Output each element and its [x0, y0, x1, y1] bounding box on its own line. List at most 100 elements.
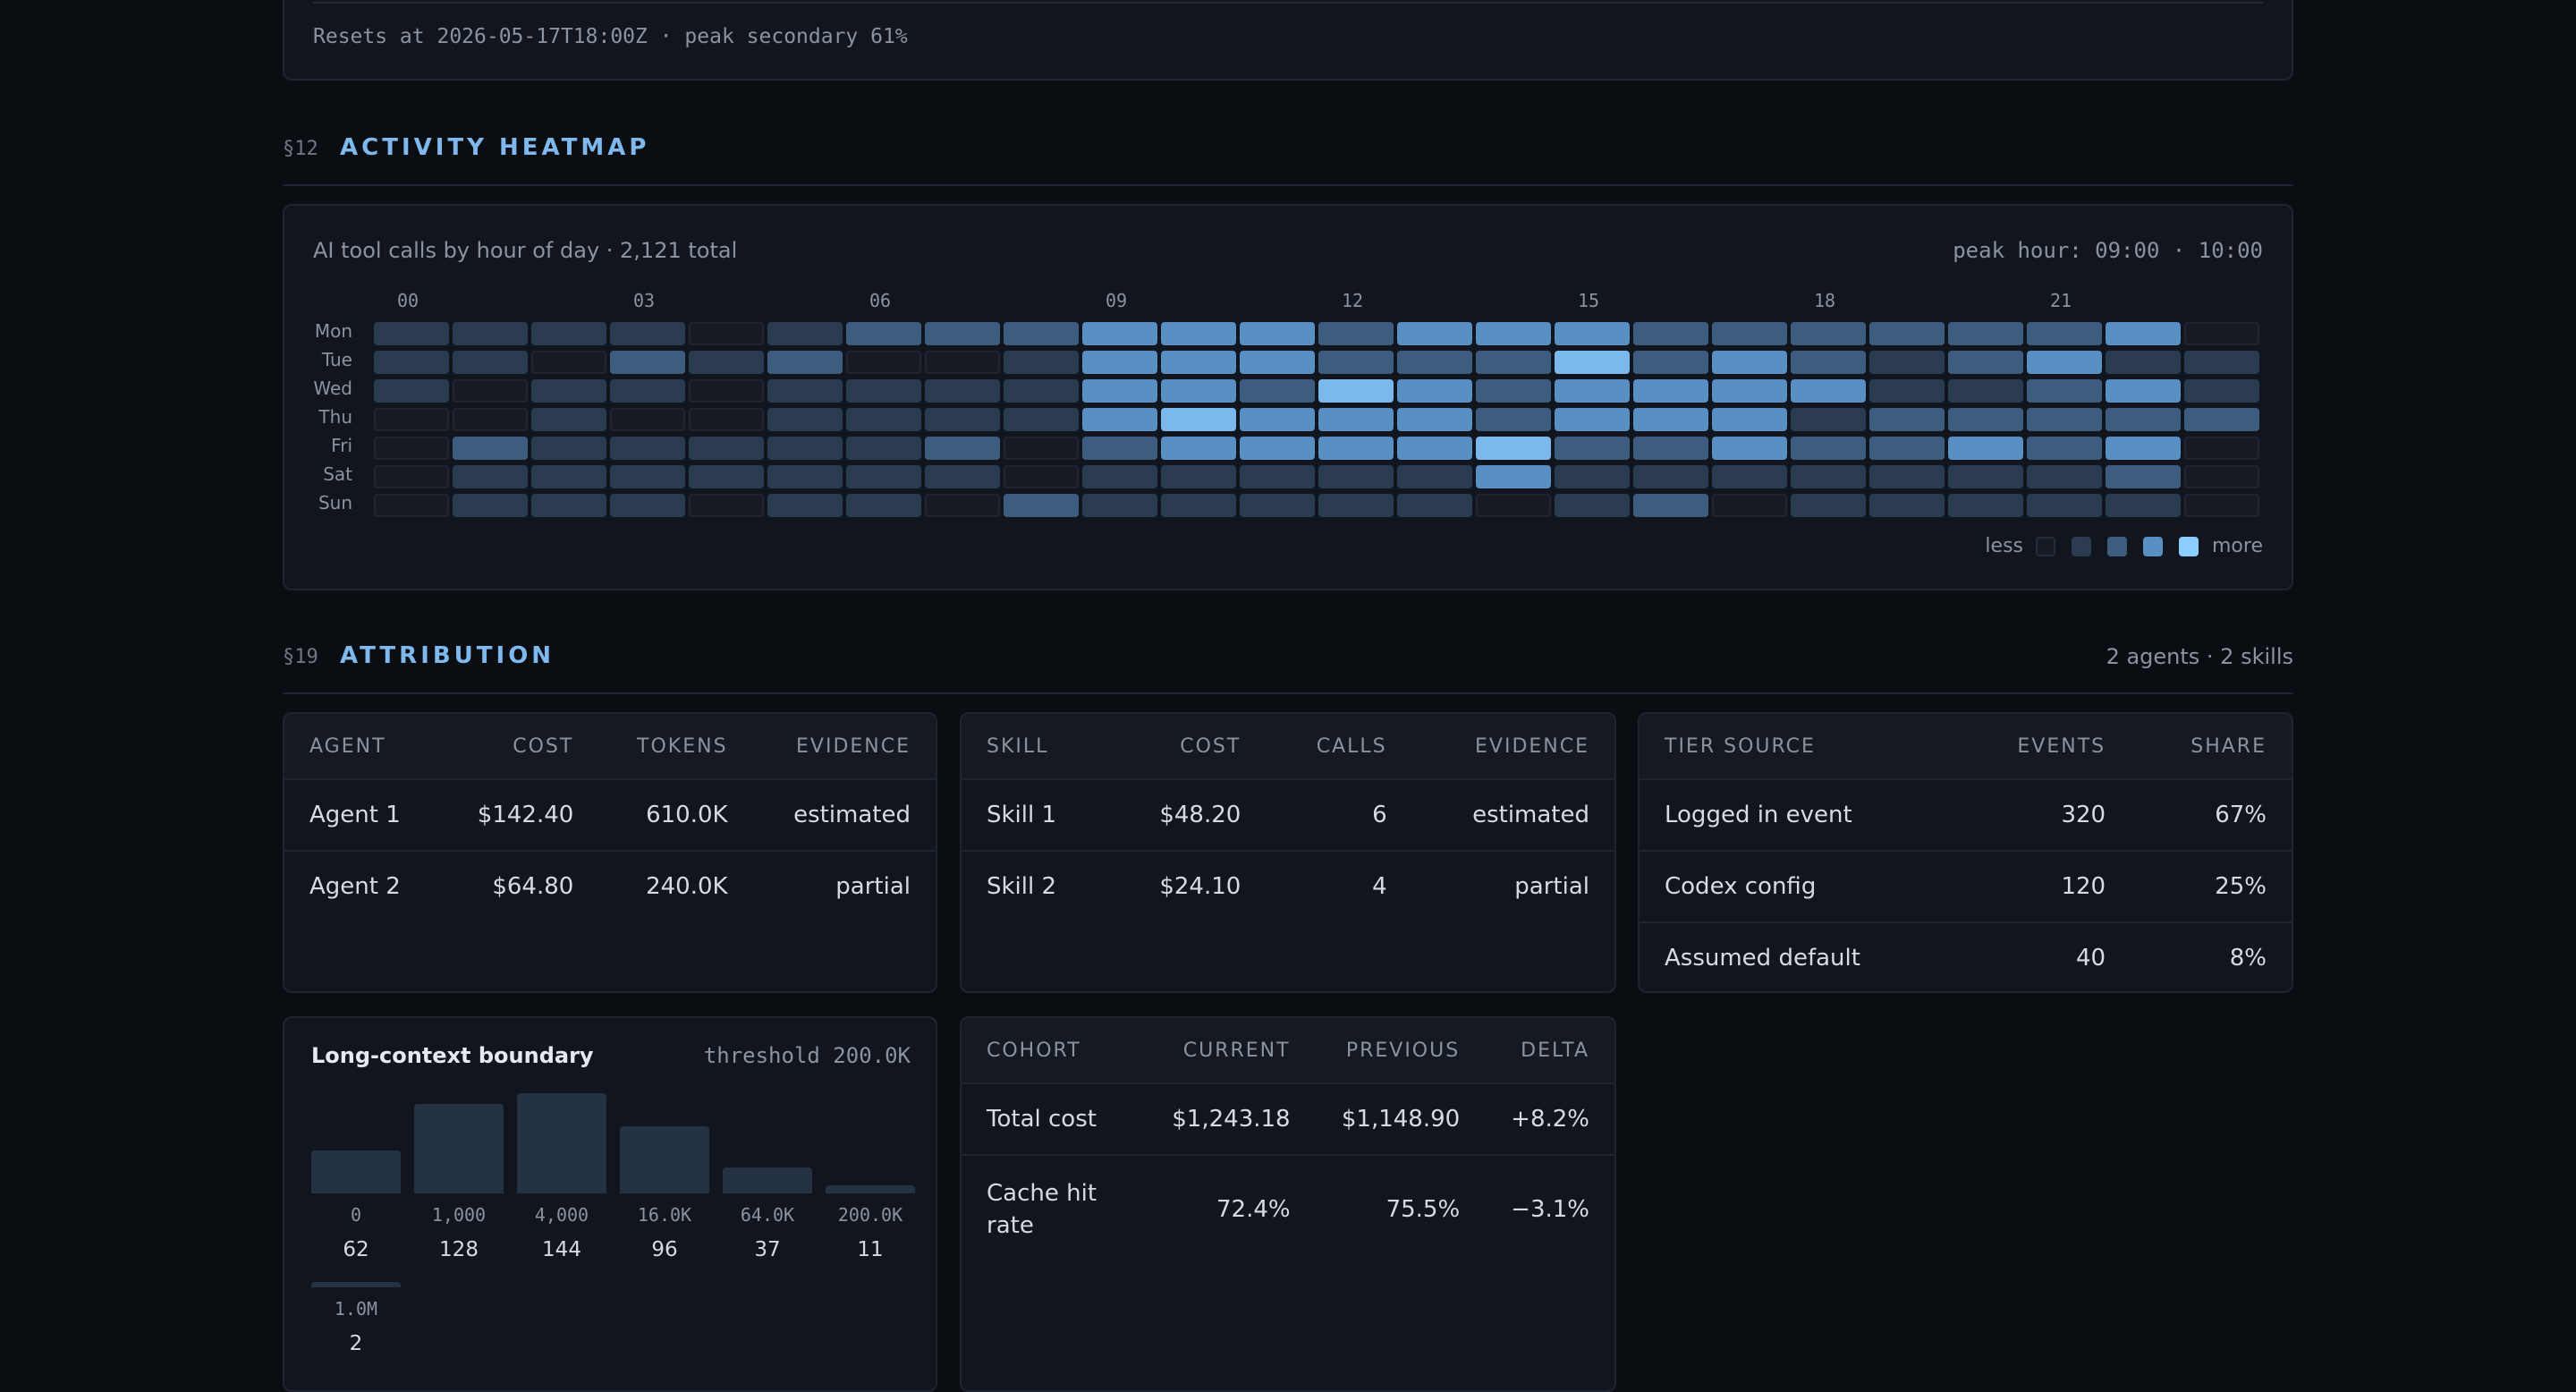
- heatmap-cell[interactable]: [2027, 322, 2102, 345]
- heatmap-cell[interactable]: [453, 494, 528, 517]
- heatmap-cell[interactable]: [1004, 408, 1079, 431]
- heatmap-cell[interactable]: [1791, 437, 1866, 460]
- heatmap-cell[interactable]: [2184, 465, 2259, 488]
- heatmap-cell[interactable]: [1791, 379, 1866, 403]
- heatmap-cell[interactable]: [1476, 408, 1551, 431]
- heatmap-cell[interactable]: [1712, 465, 1787, 488]
- heatmap-cell[interactable]: [1633, 351, 1708, 374]
- table-row[interactable]: Logged in event 320 67%: [1640, 779, 2292, 852]
- heatmap-cell[interactable]: [1397, 408, 1472, 431]
- heatmap-cell[interactable]: [925, 494, 1000, 517]
- histogram-bar[interactable]: [311, 1150, 401, 1193]
- heatmap-cell[interactable]: [610, 408, 685, 431]
- heatmap-cell[interactable]: [1869, 437, 1945, 460]
- heatmap-cell[interactable]: [689, 465, 764, 488]
- heatmap-cell[interactable]: [1476, 379, 1551, 403]
- heatmap-cell[interactable]: [1476, 322, 1551, 345]
- heatmap-cell[interactable]: [531, 437, 606, 460]
- heatmap-cell[interactable]: [1633, 437, 1708, 460]
- heatmap-cell[interactable]: [1397, 437, 1472, 460]
- heatmap-cell[interactable]: [1948, 322, 2023, 345]
- heatmap-cell[interactable]: [846, 437, 921, 460]
- heatmap-cell[interactable]: [1161, 465, 1236, 488]
- heatmap-cell[interactable]: [2106, 494, 2181, 517]
- heatmap-cell[interactable]: [1712, 322, 1787, 345]
- heatmap-cell[interactable]: [1555, 351, 1630, 374]
- heatmap-cell[interactable]: [1240, 408, 1315, 431]
- table-row[interactable]: Skill 1 $48.20 6 estimated: [962, 779, 1614, 852]
- heatmap-cell[interactable]: [1633, 322, 1708, 345]
- heatmap-cell[interactable]: [767, 494, 843, 517]
- heatmap-cell[interactable]: [1633, 379, 1708, 403]
- heatmap-cell[interactable]: [374, 408, 449, 431]
- heatmap-cell[interactable]: [2106, 437, 2181, 460]
- heatmap-cell[interactable]: [1161, 494, 1236, 517]
- heatmap-cell[interactable]: [531, 465, 606, 488]
- heatmap-cell[interactable]: [1476, 465, 1551, 488]
- heatmap-cell[interactable]: [1082, 379, 1157, 403]
- heatmap-cell[interactable]: [689, 494, 764, 517]
- histogram-bar[interactable]: [620, 1126, 709, 1193]
- heatmap-cell[interactable]: [1869, 494, 1945, 517]
- table-row[interactable]: Agent 1 $142.40 610.0K estimated: [284, 779, 936, 852]
- heatmap-cell[interactable]: [374, 465, 449, 488]
- heatmap-cell[interactable]: [1791, 494, 1866, 517]
- heatmap-cell[interactable]: [1555, 494, 1630, 517]
- heatmap-cell[interactable]: [1948, 379, 2023, 403]
- heatmap-cell[interactable]: [610, 494, 685, 517]
- heatmap-cell[interactable]: [1791, 408, 1866, 431]
- heatmap-cell[interactable]: [846, 408, 921, 431]
- heatmap-cell[interactable]: [453, 351, 528, 374]
- heatmap-cell[interactable]: [1240, 322, 1315, 345]
- histogram-bar[interactable]: [723, 1167, 812, 1193]
- heatmap-cell[interactable]: [2106, 322, 2181, 345]
- heatmap-cell[interactable]: [1318, 437, 1394, 460]
- heatmap-cell[interactable]: [1004, 322, 1079, 345]
- heatmap-cell[interactable]: [1712, 379, 1787, 403]
- histogram-bar[interactable]: [826, 1185, 915, 1193]
- heatmap-cell[interactable]: [531, 379, 606, 403]
- heatmap-cell[interactable]: [2184, 437, 2259, 460]
- heatmap-cell[interactable]: [1240, 379, 1315, 403]
- heatmap-cell[interactable]: [925, 465, 1000, 488]
- heatmap-cell[interactable]: [767, 322, 843, 345]
- heatmap-cell[interactable]: [610, 379, 685, 403]
- heatmap-cell[interactable]: [1082, 437, 1157, 460]
- heatmap-cell[interactable]: [2184, 408, 2259, 431]
- heatmap-cell[interactable]: [374, 494, 449, 517]
- heatmap-cell[interactable]: [846, 351, 921, 374]
- heatmap-cell[interactable]: [1318, 322, 1394, 345]
- heatmap-cell[interactable]: [1476, 351, 1551, 374]
- heatmap-cell[interactable]: [846, 494, 921, 517]
- heatmap-cell[interactable]: [1397, 494, 1472, 517]
- heatmap-cell[interactable]: [2106, 408, 2181, 431]
- heatmap-cell[interactable]: [1555, 322, 1630, 345]
- heatmap-cell[interactable]: [453, 379, 528, 403]
- heatmap-cell[interactable]: [2184, 379, 2259, 403]
- heatmap-cell[interactable]: [846, 322, 921, 345]
- heatmap-cell[interactable]: [1555, 465, 1630, 488]
- heatmap-cell[interactable]: [1555, 379, 1630, 403]
- heatmap-cell[interactable]: [925, 351, 1000, 374]
- heatmap-cell[interactable]: [610, 351, 685, 374]
- heatmap-cell[interactable]: [1240, 494, 1315, 517]
- heatmap-cell[interactable]: [1948, 437, 2023, 460]
- heatmap-cell[interactable]: [846, 465, 921, 488]
- heatmap-cell[interactable]: [2106, 465, 2181, 488]
- heatmap-cell[interactable]: [1791, 465, 1866, 488]
- heatmap-cell[interactable]: [925, 408, 1000, 431]
- histogram-bar[interactable]: [311, 1282, 401, 1287]
- heatmap-cell[interactable]: [1240, 465, 1315, 488]
- heatmap-cell[interactable]: [925, 379, 1000, 403]
- heatmap-cell[interactable]: [1318, 465, 1394, 488]
- heatmap-cell[interactable]: [1869, 408, 1945, 431]
- heatmap-cell[interactable]: [2027, 351, 2102, 374]
- heatmap-cell[interactable]: [1712, 351, 1787, 374]
- heatmap-cell[interactable]: [531, 351, 606, 374]
- heatmap-cell[interactable]: [374, 351, 449, 374]
- heatmap-cell[interactable]: [1082, 408, 1157, 431]
- heatmap-cell[interactable]: [1869, 379, 1945, 403]
- heatmap-cell[interactable]: [1712, 408, 1787, 431]
- heatmap-cell[interactable]: [1633, 465, 1708, 488]
- heatmap-cell[interactable]: [1633, 494, 1708, 517]
